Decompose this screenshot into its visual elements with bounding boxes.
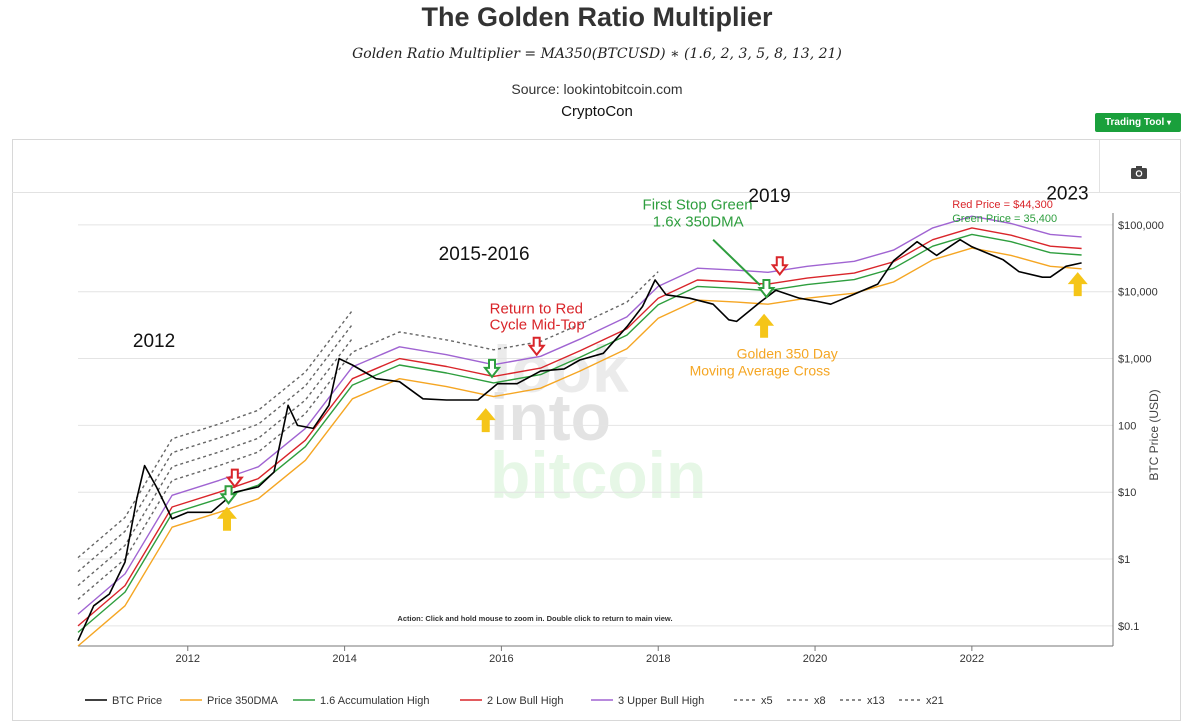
zoom-hint: Action: Click and hold mouse to zoom in.…: [397, 614, 672, 623]
annotation-text: Golden 350 Day: [737, 346, 838, 362]
down-arrow-icon: [219, 485, 238, 505]
series-line-3-upper-bull-high[interactable]: [77, 215, 1082, 615]
series-line-1-6-accumulation-high[interactable]: [77, 233, 1082, 633]
annotation-pointer-line: [712, 238, 761, 286]
legend-label: 1.6 Accumulation High: [320, 695, 429, 707]
x-tick-label: 2014: [332, 653, 356, 665]
legend-label: Price 350DMA: [207, 695, 279, 707]
annotation-text: Return to Red: [490, 301, 583, 318]
down-arrow-icon: [757, 278, 776, 299]
trading-tool-label: Trading Tool: [1104, 117, 1165, 128]
annotation-text: Red Price = $44,300: [952, 199, 1053, 211]
y-tick-label: $1: [1118, 554, 1130, 566]
x-tick-label: 2020: [803, 653, 827, 665]
legend-label: 3 Upper Bull High: [618, 695, 704, 707]
legend-label: x5: [761, 695, 773, 707]
annotation-text: First Stop Green: [643, 196, 753, 213]
legend-label: 2 Low Bull High: [487, 695, 563, 707]
legend-label: x8: [814, 695, 826, 707]
annotation-text: 2023: [1046, 183, 1088, 204]
toolbar-divider: [1099, 140, 1100, 192]
page-title: The Golden Ratio Multiplier: [421, 2, 773, 32]
down-arrow-icon: [225, 468, 244, 489]
up-arrow-icon: [754, 313, 775, 338]
annotation-text: 2015-2016: [439, 244, 530, 265]
frame-divider: [12, 192, 1181, 193]
series-line-x5[interactable]: [77, 271, 659, 600]
x-tick-label: 2016: [489, 653, 513, 665]
up-arrow-icon: [1067, 272, 1088, 297]
annotation-text: 2019: [748, 186, 790, 207]
series-line-x21[interactable]: [77, 309, 353, 559]
trading-tool-button[interactable]: Trading Tool ▾: [1095, 113, 1181, 132]
y-tick-label: 100: [1118, 420, 1136, 432]
legend-label: BTC Price: [112, 695, 162, 707]
author-text: CryptoCon: [561, 103, 633, 120]
y-axis-title: BTC Price (USD): [1147, 389, 1161, 480]
x-tick-label: 2022: [960, 653, 984, 665]
y-tick-label: $0.1: [1118, 621, 1139, 633]
annotation-text: 2012: [133, 331, 175, 352]
series-line-2-low-bull-high[interactable]: [77, 227, 1082, 627]
annotation-text: Green Price = 35,400: [952, 213, 1057, 225]
series-line-price-350dma[interactable]: [77, 247, 1082, 647]
camera-icon[interactable]: [1130, 165, 1148, 180]
chart-frame: [12, 139, 1181, 721]
watermark-into: into: [490, 380, 611, 454]
y-tick-label: $10: [1118, 487, 1136, 499]
x-tick-label: 2012: [176, 653, 200, 665]
source-text: Source: lookintobitcoin.com: [511, 81, 683, 97]
down-arrow-icon: [770, 256, 789, 276]
y-tick-label: $100,000: [1118, 220, 1164, 232]
annotation-text: Moving Average Cross: [690, 362, 831, 378]
y-tick-label: $10,000: [1118, 287, 1158, 299]
y-tick-label: $1,000: [1118, 354, 1152, 366]
down-arrow-icon: [482, 358, 502, 379]
watermark-bitcoin: bitcoin: [490, 438, 706, 512]
legend-label: x13: [867, 695, 885, 707]
annotation-text: Cycle Mid-Top: [490, 317, 585, 334]
formula: Golden Ratio Multiplier = MA350(BTCUSD) …: [352, 46, 842, 62]
caret-down-icon: ▾: [1167, 118, 1172, 127]
series-line-btc-price[interactable]: [77, 238, 1082, 642]
annotation-text: 1.6x 350DMA: [653, 213, 744, 230]
series-line-x8[interactable]: [77, 337, 353, 587]
up-arrow-icon: [216, 506, 237, 531]
up-arrow-icon: [475, 408, 496, 433]
x-tick-label: 2018: [646, 653, 670, 665]
down-arrow-icon: [527, 336, 546, 357]
legend-label: x21: [926, 695, 944, 707]
series-line-x13[interactable]: [77, 323, 353, 573]
